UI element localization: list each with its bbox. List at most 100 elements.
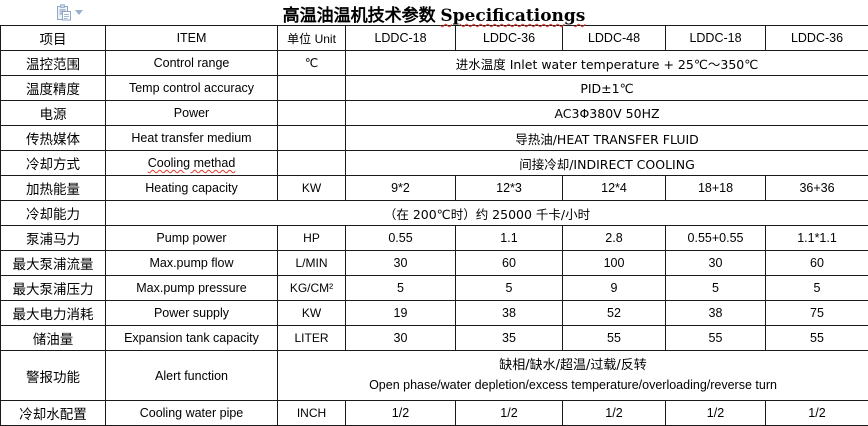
- header-model-4: LDDC-18: [666, 26, 766, 51]
- row-label-en: Control range: [106, 51, 278, 76]
- row-merged-value: AC3Φ380V 50HZ: [346, 101, 868, 126]
- table-row: 最大泵浦压力 Max.pump pressure KG/CM² 5 5 9 5 …: [1, 276, 868, 301]
- row-merged-value: （在 200℃时）约 25000 千卡/小时: [106, 201, 868, 226]
- row-unit: KG/CM²: [278, 276, 346, 301]
- row-value: 38: [666, 301, 766, 326]
- row-value: 1/2: [563, 401, 666, 426]
- row-value: 9: [563, 276, 666, 301]
- row-value: 1/2: [666, 401, 766, 426]
- spreadsheet-sheet: 高温油温机技术参数 Specificationgs 项目 ITEM 单位 Uni…: [0, 0, 868, 403]
- row-merged-value: 间接冷却/INDIRECT COOLING: [346, 151, 868, 176]
- row-label-cn: 警报功能: [1, 351, 106, 401]
- row-unit: [278, 151, 346, 176]
- header-item-cn: 项目: [1, 26, 106, 51]
- row-label-en: Cooling water pipe: [106, 401, 278, 426]
- header-model-5: LDDC-36: [766, 26, 868, 51]
- row-value: 100: [563, 251, 666, 276]
- table-row: 储油量 Expansion tank capacity LITER 30 35 …: [1, 326, 868, 351]
- table-header-row: 项目 ITEM 单位 Unit LDDC-18 LDDC-36 LDDC-48 …: [1, 26, 868, 51]
- row-label-en: Power supply: [106, 301, 278, 326]
- row-value: 1/2: [766, 401, 868, 426]
- row-value: 12*4: [563, 176, 666, 201]
- row-value: 60: [766, 251, 868, 276]
- row-label-cn: 冷却水配置: [1, 401, 106, 426]
- row-label-cn: 最大电力消耗: [1, 301, 106, 326]
- row-unit: HP: [278, 226, 346, 251]
- row-label-cn: 储油量: [1, 326, 106, 351]
- row-label-en: Cooling methad: [106, 151, 278, 176]
- row-unit: KW: [278, 301, 346, 326]
- row-value: 30: [346, 251, 456, 276]
- row-unit: L/MIN: [278, 251, 346, 276]
- row-unit: INCH: [278, 401, 346, 426]
- row-unit: LITER: [278, 326, 346, 351]
- page-title-cn: 高温油温机技术参数: [283, 6, 436, 26]
- table-row: 最大泵浦流量 Max.pump flow L/MIN 30 60 100 30 …: [1, 251, 868, 276]
- row-value: 12*3: [456, 176, 563, 201]
- header-model-1: LDDC-18: [346, 26, 456, 51]
- row-label-cn: 传热媒体: [1, 126, 106, 151]
- row-label-cn: 冷却方式: [1, 151, 106, 176]
- row-value: 55: [666, 326, 766, 351]
- row-value: 38: [456, 301, 563, 326]
- table-row: 冷却能力 （在 200℃时）约 25000 千卡/小时: [1, 201, 868, 226]
- table-row: 传热媒体 Heat transfer medium 导热油/HEAT TRANS…: [1, 126, 868, 151]
- table-row: 冷却方式 Cooling methad 间接冷却/INDIRECT COOLIN…: [1, 151, 868, 176]
- header-unit-en: Unit: [315, 32, 336, 46]
- row-label-cn: 冷却能力: [1, 201, 106, 226]
- row-value: 5: [346, 276, 456, 301]
- row-value: 5: [766, 276, 868, 301]
- row-value: 9*2: [346, 176, 456, 201]
- row-label-en: Pump power: [106, 226, 278, 251]
- alert-text-en: Open phase/water depletion/excess temper…: [280, 376, 866, 394]
- alert-text-cn: 缺相/缺水/超温/过载/反转: [280, 357, 866, 376]
- row-unit: ℃: [278, 51, 346, 76]
- row-value: 1.1*1.1: [766, 226, 868, 251]
- row-label-en: Heating capacity: [106, 176, 278, 201]
- header-unit-cn: 单位: [287, 32, 311, 46]
- row-label-cn: 最大泵浦流量: [1, 251, 106, 276]
- row-label-en: Temp control accuracy: [106, 76, 278, 101]
- row-value: 0.55: [346, 226, 456, 251]
- row-label-cn: 加热能量: [1, 176, 106, 201]
- alert-values-cell: 缺相/缺水/超温/过载/反转 Open phase/water depletio…: [278, 351, 868, 401]
- row-value: 55: [766, 326, 868, 351]
- row-label-en: Power: [106, 101, 278, 126]
- row-label-en: Expansion tank capacity: [106, 326, 278, 351]
- row-value: 1/2: [346, 401, 456, 426]
- table-row: 冷却水配置 Cooling water pipe INCH 1/2 1/2 1/…: [1, 401, 868, 426]
- specification-table: 项目 ITEM 单位 Unit LDDC-18 LDDC-36 LDDC-48 …: [0, 25, 868, 426]
- header-unit: 单位 Unit: [278, 26, 346, 51]
- row-value: 0.55+0.55: [666, 226, 766, 251]
- row-label-cn: 温控范围: [1, 51, 106, 76]
- row-unit: [278, 101, 346, 126]
- row-value: 60: [456, 251, 563, 276]
- title-row: 高温油温机技术参数 Specificationgs: [0, 0, 868, 25]
- row-value: 52: [563, 301, 666, 326]
- row-value: 19: [346, 301, 456, 326]
- row-value: 75: [766, 301, 868, 326]
- row-value: 55: [563, 326, 666, 351]
- row-merged-value: PID±1℃: [346, 76, 868, 101]
- row-unit: [278, 76, 346, 101]
- row-value: 2.8: [563, 226, 666, 251]
- table-row: 温控范围 Control range ℃ 进水温度 Inlet water te…: [1, 51, 868, 76]
- row-label-en: Max.pump flow: [106, 251, 278, 276]
- row-value: 35: [456, 326, 563, 351]
- row-value: 36+36: [766, 176, 868, 201]
- row-label-cn: 电源: [1, 101, 106, 126]
- row-merged-value: 导热油/HEAT TRANSFER FLUID: [346, 126, 868, 151]
- header-model-2: LDDC-36: [456, 26, 563, 51]
- header-model-3: LDDC-48: [563, 26, 666, 51]
- row-label-cn: 温度精度: [1, 76, 106, 101]
- row-label-en: Max.pump pressure: [106, 276, 278, 301]
- row-unit: KW: [278, 176, 346, 201]
- row-value: 1.1: [456, 226, 563, 251]
- row-value: 18+18: [666, 176, 766, 201]
- row-label-en: Heat transfer medium: [106, 126, 278, 151]
- table-row: 泵浦马力 Pump power HP 0.55 1.1 2.8 0.55+0.5…: [1, 226, 868, 251]
- row-value: 30: [346, 326, 456, 351]
- table-row: 最大电力消耗 Power supply KW 19 38 52 38 75: [1, 301, 868, 326]
- table-row: 温度精度 Temp control accuracy PID±1℃: [1, 76, 868, 101]
- page-title: 高温油温机技术参数 Specificationgs: [0, 1, 868, 26]
